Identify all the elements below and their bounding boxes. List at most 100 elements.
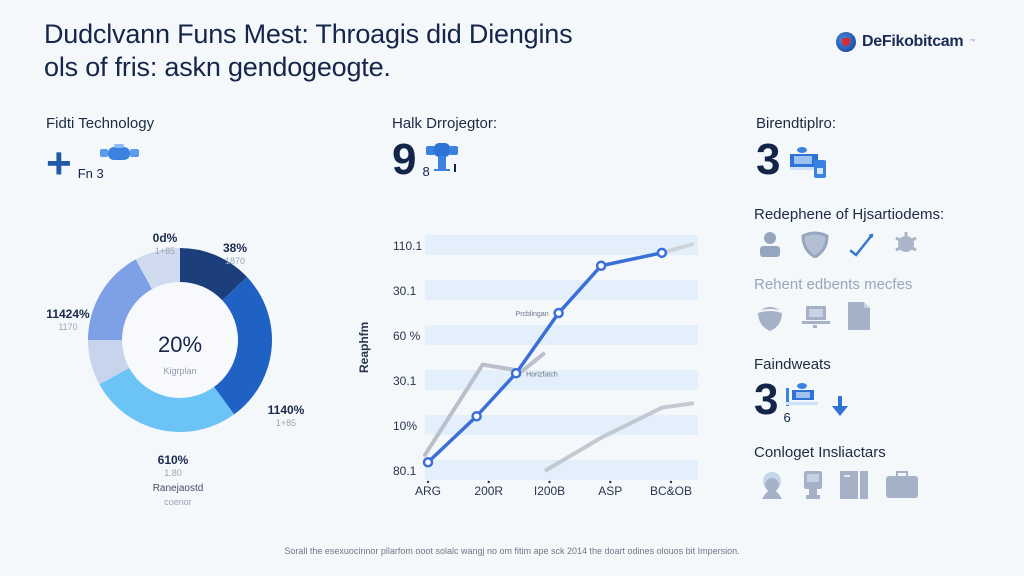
page-title-line-2: ols of fris: askn gendogeogte. bbox=[44, 52, 391, 82]
donut-slice-2[interactable] bbox=[99, 367, 235, 432]
slice-value: 11424% bbox=[46, 307, 90, 321]
section-findings-value-row: 3 6 bbox=[754, 375, 850, 428]
donut-label-left: 11424% 1170 bbox=[46, 307, 89, 332]
grid-band bbox=[425, 325, 698, 345]
suitcase-icon[interactable] bbox=[884, 470, 920, 500]
chart-annotation: Prcblingan bbox=[516, 311, 549, 318]
line-chart: 110.1 30.1 60 % 30.1 10% 80.1 ARG 200R I200B ASP B… bbox=[355, 225, 715, 505]
series-point-primary[interactable] bbox=[422, 457, 434, 468]
helmet-icon[interactable] bbox=[756, 300, 784, 332]
page-title: Dudclvann Funs Mest: Throagis did Diengi… bbox=[44, 18, 573, 84]
donut-chart-svg bbox=[88, 248, 272, 432]
series-line-primary bbox=[426, 251, 664, 465]
donut-slice-0[interactable] bbox=[180, 248, 248, 301]
y-tick-label: 80.1 bbox=[393, 464, 417, 478]
donut-label-top-left: 0d% 1+85 bbox=[153, 231, 178, 256]
donut-hole bbox=[123, 283, 237, 397]
blue-device-icon bbox=[99, 144, 139, 160]
x-tick-label: BC&OB bbox=[650, 484, 692, 498]
series-point-primary[interactable] bbox=[510, 368, 522, 379]
y-tick-label: 30.1 bbox=[393, 284, 417, 298]
slice-sub: 1+85 bbox=[275, 418, 297, 428]
section-findings-label: Faindweats bbox=[754, 356, 831, 373]
blue-terminal-icon bbox=[786, 383, 819, 406]
donut-slice-4[interactable] bbox=[88, 259, 153, 340]
x-tick bbox=[487, 480, 490, 484]
section-recent-label: Rehent edbents mecfes bbox=[754, 276, 913, 293]
brand-logo[interactable]: DeFikobitcam ™ bbox=[836, 32, 975, 52]
section-vulnerabilities-icons bbox=[758, 230, 922, 258]
series-point-primary[interactable] bbox=[471, 411, 482, 422]
y-tick-label: 60 % bbox=[393, 329, 421, 343]
chart-annotation: Horizfatch bbox=[526, 371, 558, 378]
wardrobe-icon[interactable] bbox=[838, 469, 870, 501]
kpi-value: 3 bbox=[756, 135, 781, 184]
y-axis-label: Reaphfm bbox=[357, 321, 371, 373]
x-tick bbox=[669, 480, 673, 484]
x-tick-label: ASP bbox=[598, 484, 622, 498]
document-icon[interactable] bbox=[846, 300, 872, 332]
x-tick-label: 200R bbox=[474, 484, 503, 498]
slice-value: 0d% bbox=[152, 231, 178, 245]
kpi-label: Halk Drrojegtor: bbox=[392, 115, 498, 132]
findings-sub: 6 bbox=[783, 410, 791, 425]
kpi-value: 9 bbox=[392, 135, 417, 184]
y-tick-label: 10% bbox=[393, 419, 417, 433]
blue-robot-icon bbox=[426, 143, 459, 172]
series-point-primary[interactable] bbox=[656, 247, 668, 259]
x-tick-label: I200B bbox=[534, 484, 565, 498]
series-line-secondary bbox=[422, 351, 546, 457]
slice-value: 610% bbox=[157, 453, 189, 467]
grid-band bbox=[425, 235, 698, 255]
donut-caption-title: Ranejaostd bbox=[152, 483, 204, 494]
slice-sub: 1.80 bbox=[164, 468, 182, 478]
grid-band bbox=[425, 460, 698, 480]
series-line-tertiary bbox=[544, 401, 695, 472]
series-point-primary[interactable] bbox=[595, 260, 607, 271]
section-controls-label: Conloget Insliactars bbox=[754, 444, 886, 461]
y-tick-label: 30.1 bbox=[393, 374, 417, 388]
donut-slice-1[interactable] bbox=[214, 277, 272, 415]
kpi-label: Birendtiplro: bbox=[756, 115, 837, 132]
slice-value: 1140% bbox=[267, 403, 305, 417]
x-tick bbox=[548, 480, 551, 484]
slice-sub: 1170 bbox=[58, 322, 78, 332]
findings-value: 3 bbox=[754, 375, 779, 424]
donut-center-label: Kigrplan bbox=[163, 366, 197, 376]
kpi-brand: Birendtiplro: 3 bbox=[756, 115, 837, 184]
user-icon[interactable] bbox=[758, 230, 782, 258]
shield-icon[interactable] bbox=[800, 230, 830, 258]
grid-band bbox=[425, 415, 698, 435]
brand-name: DeFikobitcam bbox=[862, 33, 964, 50]
kpi-projector: Halk Drrojegtor: 9 8 bbox=[392, 115, 498, 184]
series-point-primary[interactable] bbox=[553, 307, 564, 319]
donut-slice-5[interactable] bbox=[135, 248, 180, 290]
laptop-icon[interactable] bbox=[800, 302, 830, 330]
donut-label-bottom: 610% 1.80 bbox=[158, 453, 189, 478]
grid-band bbox=[425, 370, 698, 390]
arrow-down-icon[interactable] bbox=[830, 394, 850, 420]
grid-band bbox=[425, 280, 698, 300]
plus-icon: + bbox=[46, 139, 72, 188]
donut-label-right: 1140% 1+85 bbox=[268, 403, 305, 428]
slice-sub: 1+85 bbox=[154, 246, 176, 256]
section-vulnerabilities-label: Redephene of Hjsartiodems: bbox=[754, 206, 945, 223]
series-line-extension bbox=[659, 242, 695, 255]
x-tick-label: ARG bbox=[415, 484, 441, 498]
page-title-line-1: Dudclvann Funs Mest: Throagis did Diengi… bbox=[44, 19, 573, 49]
checkmark-icon[interactable] bbox=[848, 231, 874, 257]
x-tick bbox=[426, 480, 430, 484]
donut-center-value: 20% bbox=[157, 332, 203, 357]
slice-sub: 1870 bbox=[224, 256, 246, 266]
face-icon[interactable] bbox=[756, 469, 788, 501]
donut-chart: 20% Kigrplan 0d% 1+85 38% 1870 11424% 11… bbox=[40, 225, 340, 525]
y-tick-label: 110.1 bbox=[393, 239, 422, 253]
section-controls-icons bbox=[756, 469, 920, 501]
donut-slice-3[interactable] bbox=[88, 340, 130, 385]
gear-bug-icon[interactable] bbox=[892, 230, 922, 258]
kpi-sub: Fn 3 bbox=[77, 166, 104, 181]
trademark-mark: ™ bbox=[969, 39, 976, 45]
kiosk-icon[interactable] bbox=[802, 469, 824, 501]
section-recent-icons bbox=[756, 300, 872, 332]
slice-value: 38% bbox=[222, 241, 248, 255]
